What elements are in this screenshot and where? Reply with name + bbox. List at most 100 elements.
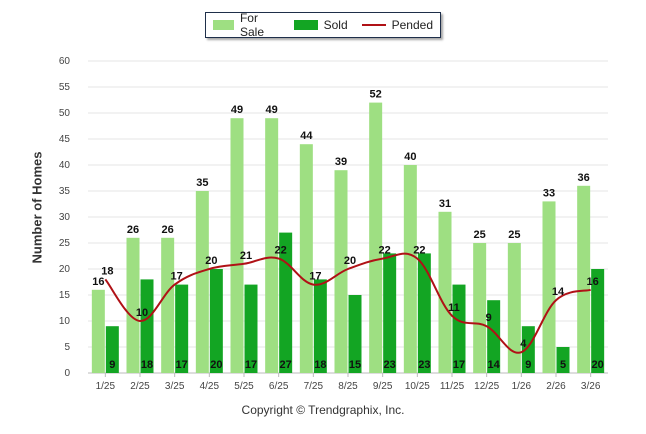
x-tick-label: 2/25 bbox=[130, 381, 150, 392]
x-tick-label: 8/25 bbox=[338, 381, 358, 392]
line-pended bbox=[104, 252, 591, 354]
data-label-sold: 5 bbox=[560, 359, 566, 371]
data-label-pended: 9 bbox=[486, 312, 492, 324]
data-label-pended: 17 bbox=[171, 271, 183, 283]
bar-sold bbox=[452, 284, 466, 373]
data-label-for-sale: 40 bbox=[404, 151, 416, 163]
data-label-sold: 15 bbox=[349, 359, 361, 371]
legend-swatch-sold bbox=[293, 20, 318, 30]
x-tick-label: 10/25 bbox=[405, 381, 430, 392]
x-tick-label: 4/25 bbox=[200, 381, 220, 392]
bar-for-sale bbox=[438, 211, 452, 373]
data-label-for-sale: 33 bbox=[543, 187, 555, 199]
bar-sold bbox=[556, 347, 570, 373]
bar-sold bbox=[279, 232, 293, 373]
bar-for-sale bbox=[91, 289, 105, 373]
data-label-for-sale: 16 bbox=[92, 276, 104, 288]
x-tick-label: 1/25 bbox=[96, 381, 116, 392]
data-label-for-sale: 49 bbox=[266, 104, 278, 116]
data-label-for-sale: 52 bbox=[370, 89, 382, 101]
y-tick-label: 50 bbox=[59, 108, 71, 119]
x-tick-label: 9/25 bbox=[373, 381, 393, 392]
data-label-sold: 9 bbox=[525, 359, 531, 371]
y-tick-label: 45 bbox=[59, 134, 71, 145]
data-label-for-sale: 39 bbox=[335, 156, 347, 168]
y-tick-label: 30 bbox=[59, 212, 71, 223]
bar-for-sale bbox=[195, 191, 209, 373]
bar-for-sale bbox=[473, 243, 487, 373]
bar-sold bbox=[487, 300, 501, 373]
bar-for-sale bbox=[126, 237, 140, 373]
legend-item-sold[interactable]: Sold bbox=[293, 18, 348, 32]
bar-for-sale bbox=[577, 185, 591, 373]
bar-sold bbox=[244, 284, 258, 373]
bar-for-sale bbox=[507, 243, 521, 373]
data-label-for-sale: 49 bbox=[231, 104, 243, 116]
legend-swatch-pended bbox=[361, 24, 386, 26]
data-label-pended: 20 bbox=[344, 255, 356, 267]
legend-item-for-sale[interactable]: For Sale bbox=[213, 11, 280, 39]
bar-sold bbox=[417, 253, 431, 373]
data-label-pended: 22 bbox=[413, 245, 425, 257]
data-label-sold: 27 bbox=[280, 359, 292, 371]
data-label-sold: 20 bbox=[210, 359, 222, 371]
legend-swatch-for-sale bbox=[213, 20, 234, 30]
bar-sold bbox=[105, 326, 119, 373]
data-label-for-sale: 31 bbox=[439, 198, 451, 210]
x-tick-label: 5/25 bbox=[234, 381, 254, 392]
legend-label-sold: Sold bbox=[323, 18, 348, 32]
legend-item-pended[interactable]: Pended bbox=[361, 18, 433, 32]
bar-for-sale bbox=[265, 118, 279, 373]
bar-for-sale bbox=[369, 102, 383, 373]
x-tick-label: 2/26 bbox=[546, 381, 566, 392]
data-label-sold: 18 bbox=[141, 359, 153, 371]
bar-for-sale bbox=[230, 118, 244, 373]
y-tick-label: 20 bbox=[59, 264, 71, 275]
x-tick-label: 1/26 bbox=[512, 381, 532, 392]
data-label-pended: 21 bbox=[240, 250, 252, 262]
data-label-for-sale: 26 bbox=[127, 224, 139, 236]
y-tick-label: 25 bbox=[59, 238, 71, 249]
data-label-for-sale: 25 bbox=[474, 229, 486, 241]
data-label-sold: 17 bbox=[176, 359, 188, 371]
data-label-sold: 20 bbox=[592, 359, 604, 371]
bar-sold bbox=[383, 253, 397, 373]
y-tick-label: 55 bbox=[59, 82, 71, 93]
bar-for-sale bbox=[403, 165, 417, 373]
data-label-sold: 23 bbox=[384, 359, 396, 371]
copyright: Copyright © Trendgraphix, Inc. bbox=[241, 403, 405, 417]
y-axis-label: Number of Homes bbox=[29, 151, 45, 264]
data-label-pended: 4 bbox=[520, 338, 527, 350]
x-tick-label: 12/25 bbox=[474, 381, 499, 392]
data-label-pended: 22 bbox=[379, 245, 391, 257]
data-label-for-sale: 25 bbox=[508, 229, 520, 241]
data-label-pended: 22 bbox=[275, 245, 287, 257]
data-label-pended: 20 bbox=[205, 255, 217, 267]
legend-label-for-sale: For Sale bbox=[239, 11, 264, 39]
y-tick-label: 15 bbox=[59, 290, 71, 301]
x-tick-label: 7/25 bbox=[304, 381, 324, 392]
data-label-pended: 10 bbox=[136, 307, 148, 319]
bar-sold bbox=[591, 269, 605, 373]
data-label-sold: 9 bbox=[109, 359, 115, 371]
data-label-pended: 18 bbox=[101, 265, 113, 277]
data-label-sold: 17 bbox=[453, 359, 465, 371]
x-tick-label: 6/25 bbox=[269, 381, 289, 392]
legend: For Sale Sold Pended bbox=[205, 11, 441, 39]
data-label-pended: 17 bbox=[309, 271, 321, 283]
y-tick-label: 40 bbox=[59, 160, 71, 171]
data-label-sold: 17 bbox=[245, 359, 257, 371]
bar-for-sale bbox=[542, 201, 556, 373]
data-label-pended: 14 bbox=[552, 286, 565, 298]
bar-for-sale bbox=[161, 237, 175, 373]
x-tick-label: 3/26 bbox=[581, 381, 601, 392]
y-tick-label: 10 bbox=[59, 316, 71, 327]
data-label-for-sale: 26 bbox=[162, 224, 174, 236]
y-tick-label: 0 bbox=[64, 368, 70, 379]
bar-sold bbox=[521, 326, 535, 373]
bar-for-sale bbox=[299, 144, 313, 373]
y-tick-label: 35 bbox=[59, 186, 71, 197]
bar-sold bbox=[175, 284, 189, 373]
bar-sold bbox=[348, 295, 362, 373]
